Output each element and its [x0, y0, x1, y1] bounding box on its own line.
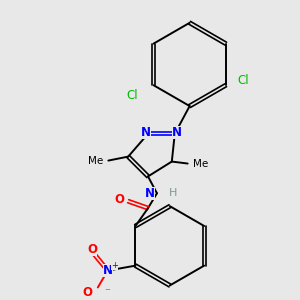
Text: N: N	[145, 187, 155, 200]
Text: Cl: Cl	[126, 89, 138, 102]
Text: Me: Me	[193, 158, 208, 169]
Text: Me: Me	[88, 156, 103, 166]
Text: O: O	[114, 193, 124, 206]
Text: ⁻: ⁻	[104, 287, 110, 297]
Text: +: +	[111, 261, 118, 270]
Text: N: N	[172, 126, 182, 139]
Text: O: O	[87, 243, 97, 256]
Text: N: N	[103, 264, 113, 277]
Text: H: H	[169, 188, 177, 198]
Text: N: N	[141, 126, 151, 139]
Text: O: O	[83, 286, 93, 299]
Text: Cl: Cl	[238, 74, 249, 87]
